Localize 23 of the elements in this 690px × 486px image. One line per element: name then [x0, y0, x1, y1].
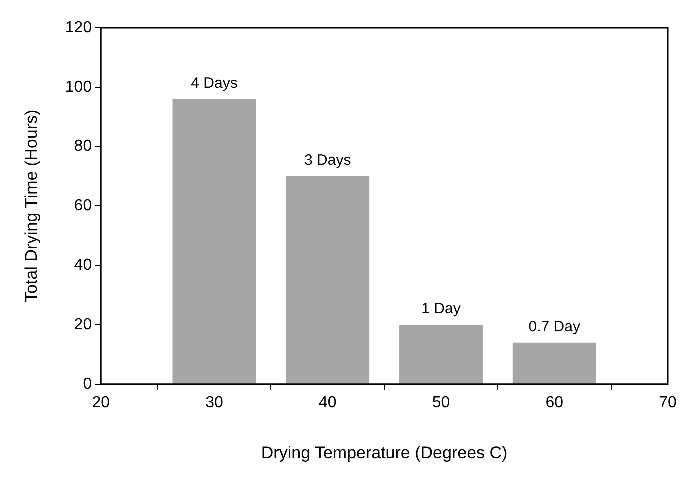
bar: [400, 325, 483, 384]
x-axis-title: Drying Temperature (Degrees C): [261, 443, 508, 462]
bar: [512, 342, 596, 384]
annotation: 0.7 Day: [528, 318, 581, 336]
bar: [286, 176, 370, 384]
x-tick-label: 60: [546, 394, 564, 412]
annotation: 4 Days: [191, 74, 238, 92]
y-tick-label: 120: [65, 19, 92, 36]
x-tick-label: 70: [659, 394, 677, 412]
annotation: 1 Day: [422, 300, 462, 318]
x-tick-label: 40: [318, 394, 337, 412]
y-tick-label: 80: [74, 138, 92, 156]
y-axis-title: Total Drying Time (Hours): [22, 110, 41, 303]
y-tick-label: 60: [74, 198, 92, 215]
y-tick-label: 40: [74, 257, 92, 274]
y-tick-label: 0: [83, 376, 92, 393]
x-tick-label: 30: [206, 394, 224, 412]
x-tick-label: 20: [92, 394, 110, 412]
annotation: 3 Days: [304, 152, 352, 170]
y-tick-label: 20: [74, 316, 92, 334]
y-tick-label: 100: [65, 78, 92, 96]
bar: [172, 99, 256, 384]
x-tick-label: 50: [432, 394, 450, 412]
